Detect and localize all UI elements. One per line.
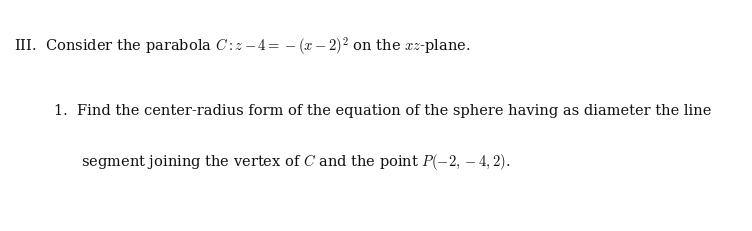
Text: III.  Consider the parabola $C : z - 4 = -(x - 2)^2$ on the $xz$-plane.: III. Consider the parabola $C : z - 4 = … [14,35,470,57]
Text: segment joining the vertex of $C$ and the point $P(-2, -4, 2)$.: segment joining the vertex of $C$ and th… [81,152,511,172]
Text: 1.  Find the center-radius form of the equation of the sphere having as diameter: 1. Find the center-radius form of the eq… [54,104,711,118]
